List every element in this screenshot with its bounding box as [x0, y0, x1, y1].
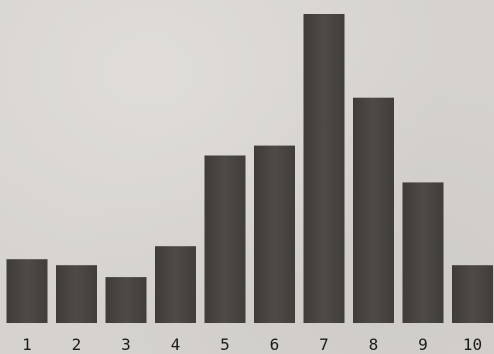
x-tick-label-5: 5	[220, 335, 230, 354]
x-tick-label-8: 8	[369, 335, 379, 354]
x-tick-label-4: 4	[171, 335, 181, 354]
bar-6	[254, 145, 295, 323]
x-tick-label-2: 2	[72, 335, 82, 354]
bar-10	[452, 265, 493, 323]
x-tick-label-1: 1	[22, 335, 32, 354]
bar-4	[155, 246, 196, 323]
bars	[6, 14, 493, 323]
x-tick-label-9: 9	[418, 335, 428, 354]
x-tick-label-3: 3	[121, 335, 131, 354]
x-tick-label-10: 10	[463, 335, 482, 354]
bar-9	[402, 182, 444, 323]
x-tick-labels: 1 2 3 4 5 6 7 8 9 10	[22, 335, 482, 354]
x-tick-label-6: 6	[270, 335, 280, 354]
bar-7	[303, 14, 345, 323]
bar-2	[56, 265, 97, 323]
bar-3	[105, 277, 147, 323]
bar-1	[6, 259, 48, 323]
x-tick-label-7: 7	[319, 335, 329, 354]
bar-5	[204, 155, 246, 323]
bar-8	[353, 97, 394, 323]
